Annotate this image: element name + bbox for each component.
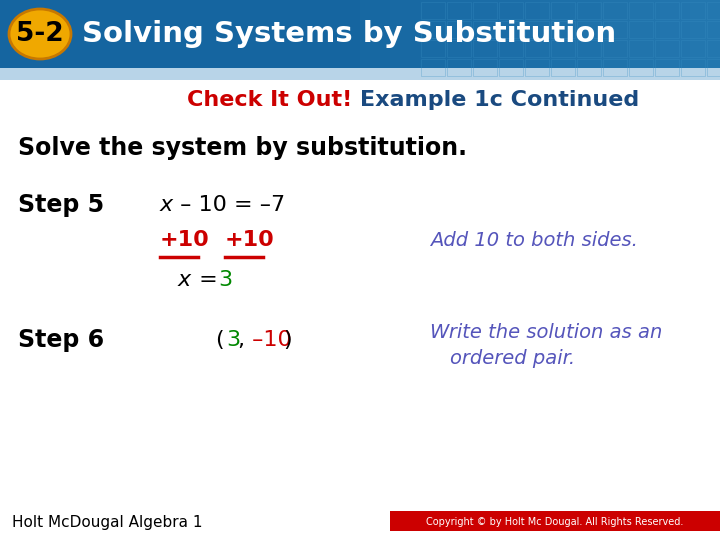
FancyBboxPatch shape — [570, 0, 600, 68]
FancyBboxPatch shape — [630, 0, 660, 68]
FancyBboxPatch shape — [0, 68, 720, 80]
Text: Check It Out!: Check It Out! — [187, 90, 360, 110]
Text: 5-2: 5-2 — [16, 21, 64, 47]
FancyBboxPatch shape — [390, 511, 720, 531]
Text: =: = — [192, 270, 225, 290]
Text: (: ( — [215, 330, 224, 350]
Text: 3: 3 — [226, 330, 240, 350]
Text: –10: –10 — [245, 330, 292, 350]
Text: Add 10 to both sides.: Add 10 to both sides. — [430, 231, 638, 249]
FancyBboxPatch shape — [600, 0, 630, 68]
Text: ): ) — [283, 330, 292, 350]
Text: 3: 3 — [218, 270, 232, 290]
FancyBboxPatch shape — [390, 0, 420, 68]
Text: Step 6: Step 6 — [18, 328, 104, 352]
FancyBboxPatch shape — [540, 0, 570, 68]
Text: ordered pair.: ordered pair. — [450, 348, 575, 368]
Text: ,: , — [237, 330, 244, 350]
FancyBboxPatch shape — [510, 0, 540, 68]
FancyBboxPatch shape — [0, 0, 720, 68]
Text: +10: +10 — [160, 230, 210, 250]
Text: – 10 = –7: – 10 = –7 — [173, 195, 285, 215]
Ellipse shape — [9, 9, 71, 59]
Text: +10: +10 — [225, 230, 275, 250]
FancyBboxPatch shape — [480, 0, 510, 68]
FancyBboxPatch shape — [360, 0, 390, 68]
Text: Write the solution as an: Write the solution as an — [430, 323, 662, 342]
Text: x: x — [160, 195, 173, 215]
Text: Holt McDougal Algebra 1: Holt McDougal Algebra 1 — [12, 515, 202, 530]
Text: Example 1c Continued: Example 1c Continued — [360, 90, 639, 110]
FancyBboxPatch shape — [690, 0, 720, 68]
Text: Solve the system by substitution.: Solve the system by substitution. — [18, 136, 467, 160]
FancyBboxPatch shape — [420, 0, 450, 68]
FancyBboxPatch shape — [660, 0, 690, 68]
Text: Step 5: Step 5 — [18, 193, 104, 217]
Text: Solving Systems by Substitution: Solving Systems by Substitution — [82, 20, 616, 48]
Text: x: x — [178, 270, 191, 290]
FancyBboxPatch shape — [450, 0, 480, 68]
Text: Copyright © by Holt Mc Dougal. All Rights Reserved.: Copyright © by Holt Mc Dougal. All Right… — [426, 517, 684, 527]
